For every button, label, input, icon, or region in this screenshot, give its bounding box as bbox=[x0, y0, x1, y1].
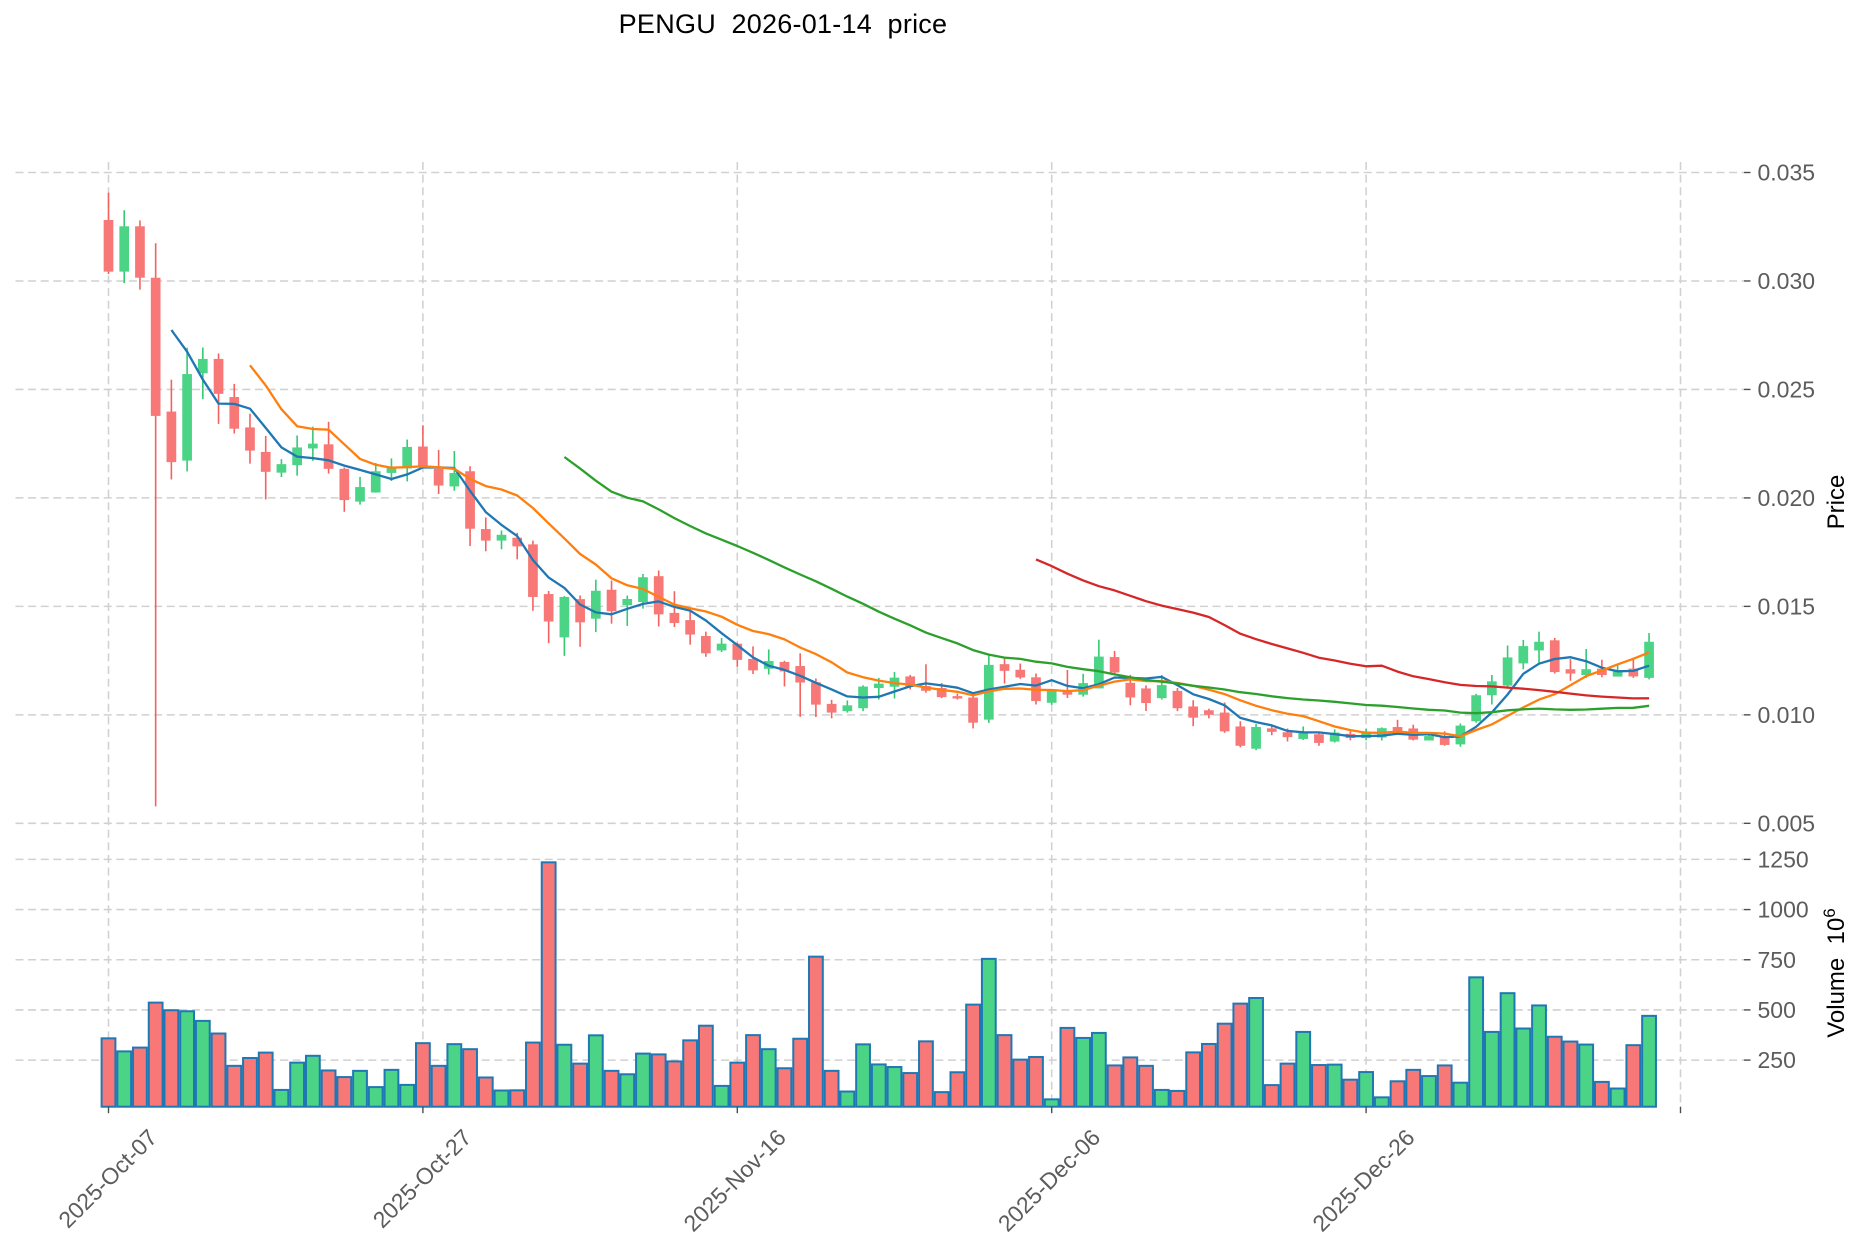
svg-text:0.025: 0.025 bbox=[1758, 376, 1816, 402]
svg-text:0.030: 0.030 bbox=[1758, 268, 1816, 294]
svg-text:Price: Price bbox=[1823, 475, 1850, 530]
svg-text:1250: 1250 bbox=[1758, 846, 1809, 872]
svg-text:750: 750 bbox=[1758, 947, 1796, 973]
svg-text:0.015: 0.015 bbox=[1758, 593, 1816, 619]
svg-text:500: 500 bbox=[1758, 997, 1796, 1023]
svg-text:0.020: 0.020 bbox=[1758, 485, 1816, 511]
svg-text:0.035: 0.035 bbox=[1758, 160, 1816, 186]
svg-text:250: 250 bbox=[1758, 1047, 1796, 1073]
svg-text:Volume 106: Volume 106 bbox=[1820, 908, 1850, 1038]
svg-text:0.010: 0.010 bbox=[1758, 702, 1816, 728]
svg-text:0.005: 0.005 bbox=[1758, 810, 1816, 836]
svg-text:1000: 1000 bbox=[1758, 897, 1809, 923]
svg-text:PENGU 2026-01-14 price: PENGU 2026-01-14 price bbox=[619, 9, 948, 39]
